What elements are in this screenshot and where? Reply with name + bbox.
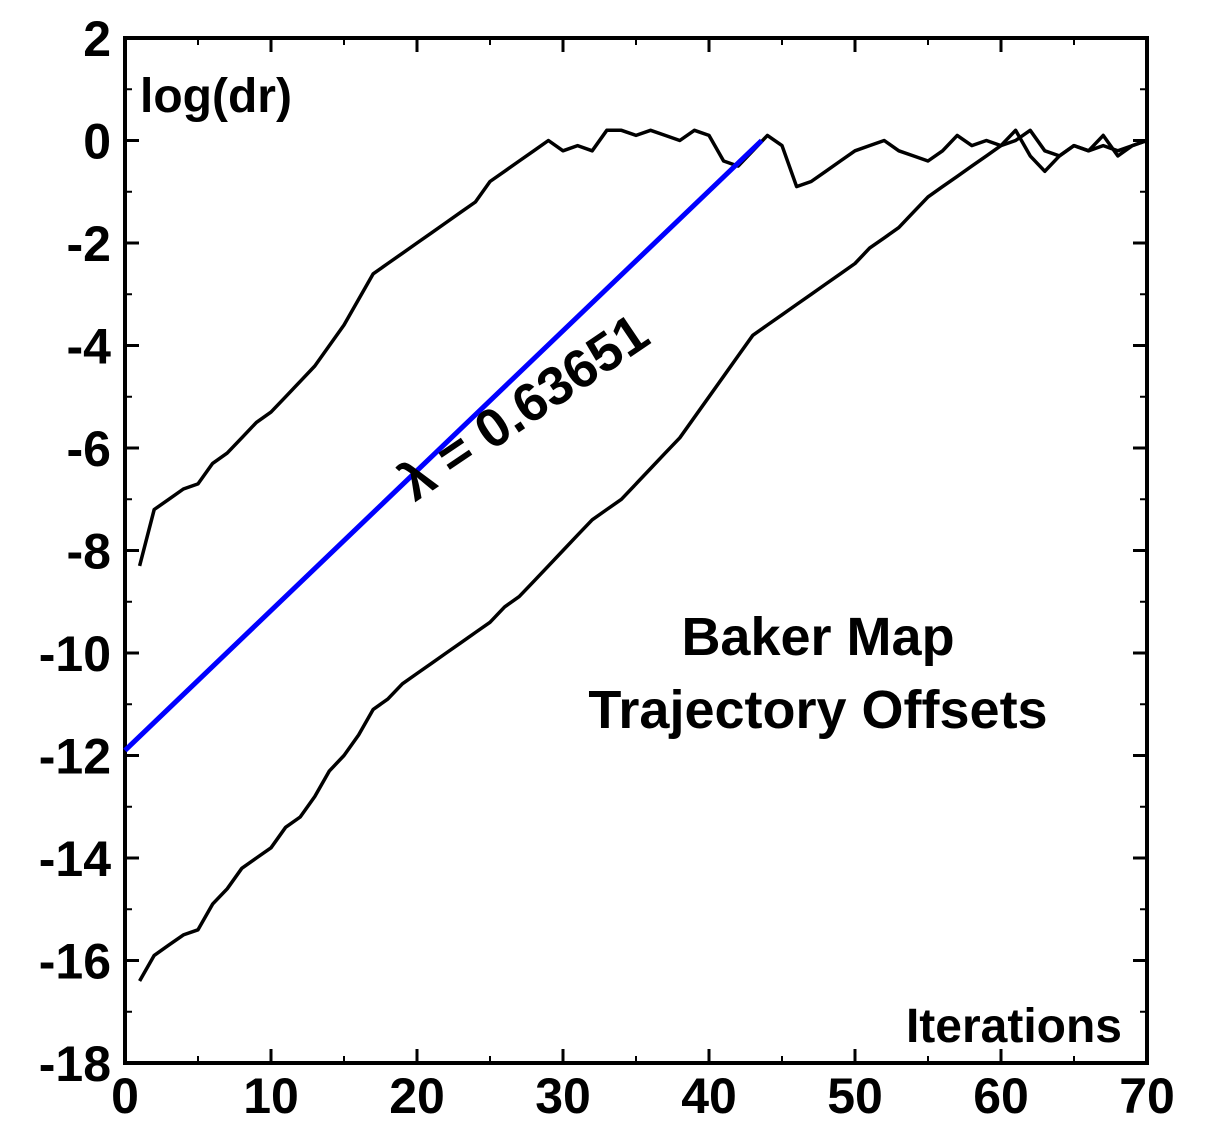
- annotation-layer: λ = 0.63651: [388, 302, 659, 512]
- y-tick-label: 2: [83, 11, 111, 67]
- x-axis-label: Iterations: [906, 1000, 1122, 1053]
- x-tick-label: 40: [681, 1068, 737, 1124]
- fit-line: [123, 138, 764, 753]
- x-tick-label: 70: [1119, 1068, 1175, 1124]
- y-tick-label: -4: [67, 319, 112, 375]
- x-tick-label: 30: [535, 1068, 591, 1124]
- x-tick-label: 50: [827, 1068, 883, 1124]
- x-tick-label: 20: [389, 1068, 445, 1124]
- y-tick-label: -12: [39, 729, 111, 785]
- chart-title-line-1: Baker Map: [681, 607, 954, 667]
- y-tick-label: -2: [67, 216, 111, 272]
- y-tick-label: -18: [39, 1036, 111, 1092]
- series-line-2: [138, 128, 1148, 982]
- y-tick-label: -10: [39, 626, 111, 682]
- y-tick-label: 0: [83, 114, 111, 170]
- y-tick-label: -16: [39, 934, 111, 990]
- series-line-1: [137, 128, 1148, 567]
- x-tick-label: 10: [243, 1068, 299, 1124]
- chart-title-line-2: Trajectory Offsets: [588, 680, 1047, 740]
- slope-annotation: λ = 0.63651: [388, 302, 659, 512]
- y-axis-label: log(dr): [140, 70, 292, 123]
- y-tick-label: -6: [67, 421, 111, 477]
- series-layer: [123, 128, 1148, 982]
- plot-frame: [123, 36, 1149, 1065]
- y-tick-label: -8: [67, 524, 111, 580]
- y-tick-label: -14: [39, 831, 111, 887]
- x-tick-label: 0: [111, 1068, 139, 1124]
- x-tick-label: 60: [973, 1068, 1029, 1124]
